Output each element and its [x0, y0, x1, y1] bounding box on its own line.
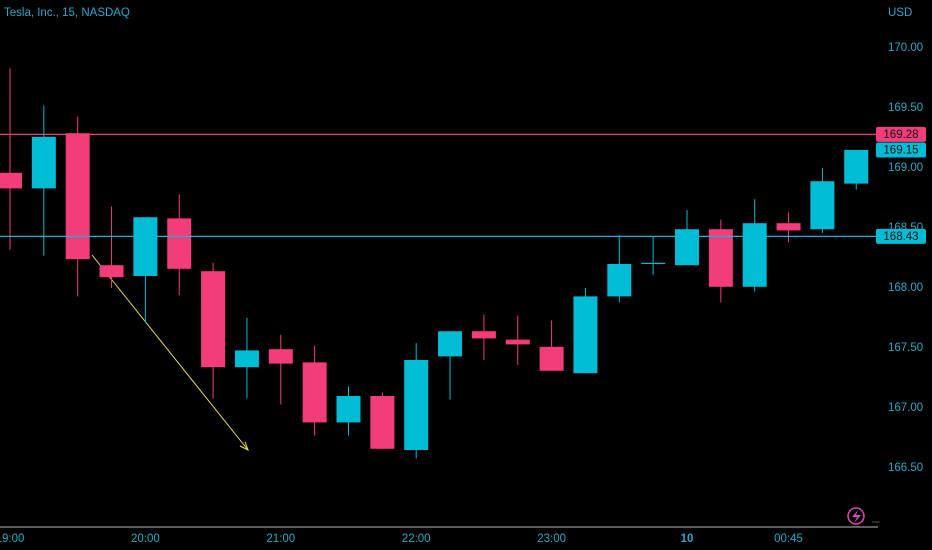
lightning-icon — [847, 507, 865, 525]
candle-body — [675, 229, 699, 266]
y-tick-label: 168.00 — [888, 282, 923, 294]
candle-body — [99, 265, 124, 278]
candle-body — [31, 136, 56, 189]
chart-title: Tesla, Inc., 15, NASDAQ — [4, 7, 130, 19]
x-tick-label: 10 — [681, 533, 694, 545]
trend-arrow — [91, 254, 249, 451]
candle-body — [0, 172, 22, 189]
candle-body — [302, 362, 327, 423]
candle-body — [742, 223, 767, 287]
x-tick-label: 23:00 — [537, 533, 566, 545]
candle-body — [438, 331, 463, 357]
y-tick-label: 169.00 — [888, 162, 923, 174]
currency-label: USD — [888, 7, 912, 19]
candle-body — [65, 133, 90, 260]
candle-body — [268, 349, 293, 364]
price-label: 169.28 — [883, 129, 918, 141]
price-label-box — [876, 228, 926, 244]
price-label: 168.43 — [883, 231, 918, 243]
candle-body — [404, 360, 429, 450]
candle-body — [844, 150, 869, 184]
candle-body — [708, 229, 733, 287]
candle-body — [336, 396, 361, 423]
candle-body — [167, 218, 192, 269]
y-tick-label: 170.00 — [888, 42, 923, 54]
candle-body — [370, 396, 395, 449]
last-price-label: 169.15 — [883, 145, 918, 157]
candle-body — [810, 181, 835, 230]
last-price-box — [876, 142, 926, 158]
arrow-head — [239, 441, 249, 452]
candle-body — [471, 331, 496, 339]
candle-body — [133, 217, 158, 276]
candle-body — [201, 271, 226, 368]
x-tick-label: 19:00 — [0, 533, 24, 545]
y-tick-label: 167.50 — [888, 342, 923, 354]
x-tick-label: 21:00 — [266, 533, 295, 545]
candle-body — [234, 350, 259, 368]
candle-body — [641, 262, 666, 264]
x-tick-label: 00:45 — [774, 533, 803, 545]
price-label-box — [876, 126, 926, 142]
x-tick-label: 20:00 — [131, 533, 160, 545]
y-tick-label: 167.00 — [888, 402, 923, 414]
candle-body — [539, 346, 564, 371]
candle-body — [505, 339, 530, 345]
x-tick-label: 22:00 — [402, 533, 431, 545]
candle-body — [776, 223, 801, 231]
y-tick-label: 166.50 — [888, 462, 923, 474]
y-tick-label: 169.50 — [888, 102, 923, 114]
candle-body — [607, 264, 632, 297]
candle-body — [573, 296, 598, 374]
